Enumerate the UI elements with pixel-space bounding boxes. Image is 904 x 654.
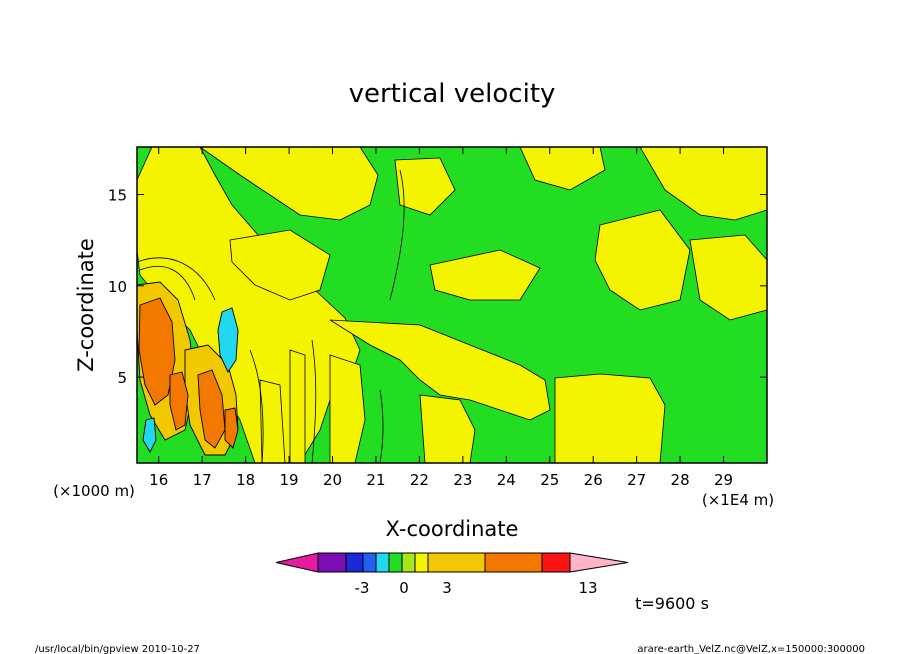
x-tick-label: 17: [193, 471, 212, 489]
x-tick-label: 19: [280, 471, 299, 489]
colorbar: [275, 552, 629, 573]
colorbar-tick-label: -3: [355, 579, 370, 597]
colorbar-segment: [275, 552, 319, 573]
x-scale-note: (×1E4 m): [702, 491, 774, 509]
x-tick-label: 24: [497, 471, 516, 489]
colorbar-segment: [484, 552, 543, 573]
x-tick-label: 28: [671, 471, 690, 489]
x-tick-label: 25: [540, 471, 559, 489]
y-tick-label: 5: [117, 369, 127, 387]
colorbar-segment: [375, 552, 390, 573]
footer-left: /usr/local/bin/gpview 2010-10-27: [35, 644, 200, 654]
colorbar-segment: [345, 552, 364, 573]
chart-title: vertical velocity: [349, 79, 556, 109]
weak-updraft-regions: [137, 147, 767, 463]
x-tick-label: 18: [236, 471, 255, 489]
y-scale-note: (×1000 m): [53, 482, 135, 500]
x-axis: 16 17 18 19 20 21 22 23 24 25 26 27 28 29: [149, 147, 733, 489]
x-tick-label: 20: [323, 471, 342, 489]
x-tick-label: 27: [627, 471, 646, 489]
colorbar-segment: [414, 552, 429, 573]
x-tick-label: 16: [149, 471, 168, 489]
colorbar-segment: [541, 552, 571, 573]
y-axis: 5 10 15: [108, 186, 767, 387]
colorbar-segment: [401, 552, 416, 573]
downdraft-regions: [142, 307, 239, 453]
plot-frame: [136, 146, 768, 464]
updraft-core-regions: [137, 281, 239, 456]
plot-area: [137, 147, 767, 463]
x-tick-label: 29: [714, 471, 733, 489]
footer-right: arare-earth_VelZ.nc@VelZ,x=150000:300000: [637, 644, 865, 654]
x-tick-label: 23: [453, 471, 472, 489]
x-tick-label: 22: [410, 471, 429, 489]
colorbar-tick-label: 0: [399, 579, 409, 597]
x-tick-label: 26: [584, 471, 603, 489]
x-tick-label: 21: [366, 471, 385, 489]
colorbar-tick-label: 13: [578, 579, 597, 597]
contour-lines: [137, 169, 405, 463]
colorbar-segment: [362, 552, 377, 573]
y-tick-label: 15: [108, 186, 127, 204]
time-label: t=9600 s: [635, 594, 709, 613]
colorbar-segment: [427, 552, 486, 573]
y-tick-label: 10: [108, 278, 127, 296]
colorbar-segment: [569, 552, 629, 573]
colorbar-labels: -3 0 3 13: [355, 579, 598, 597]
colorbar-segment: [317, 552, 347, 573]
colorbar-segment: [388, 552, 403, 573]
x-axis-label: X-coordinate: [386, 517, 519, 541]
colorbar-tick-label: 3: [442, 579, 452, 597]
y-axis-label: Z-coordinate: [74, 238, 98, 372]
